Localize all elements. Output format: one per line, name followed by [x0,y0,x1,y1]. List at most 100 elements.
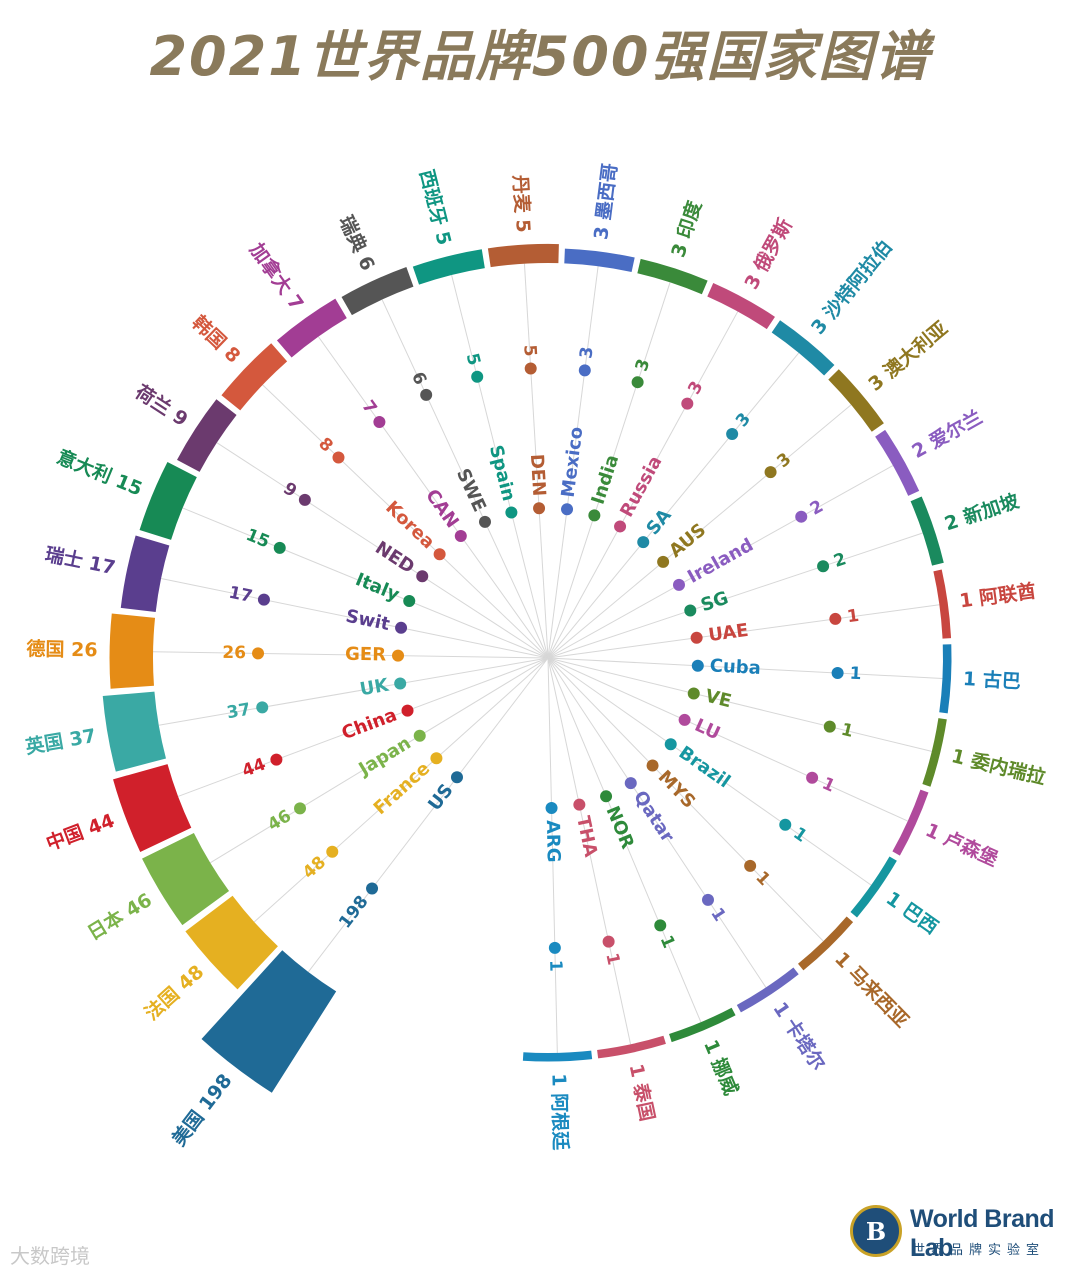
spoke-line [547,657,824,942]
value-dot-NOR [654,919,667,932]
bar-UK [102,691,166,772]
code-label-Mexico: Mexico [558,426,588,499]
bar-LU [892,789,929,856]
code-label-AUS: AUS [665,519,710,561]
value-dot-Brazil [779,818,792,831]
spoke-line [381,299,549,659]
code-dot-NOR [600,790,613,803]
code-label-MYS: MYS [654,766,700,812]
value-dot-VE [823,720,836,733]
bar-SG [910,496,944,566]
bar-Qatar [736,967,799,1013]
value-label-SG: 2 [831,549,849,572]
wbl-badge-icon: B [850,1205,902,1257]
code-label-UK: UK [358,675,391,701]
value-dot-Ireland [795,510,808,523]
code-dot-Korea [433,548,446,561]
country-label-Swit: 瑞士 17 [43,542,117,579]
country-label-UAE: 1 阿联酋 [958,579,1037,612]
spoke-line [547,657,932,752]
value-dot-Korea [332,451,345,464]
code-label-US: US [424,780,457,815]
value-label-AUS: 3 [773,449,795,472]
value-label-Mexico: 3 [576,345,597,359]
bar-THA [597,1035,666,1059]
spoke-line [451,274,549,659]
bar-Swit [120,535,170,613]
code-dot-SWE [478,515,491,528]
value-dot-Russia [681,397,694,410]
value-label-Russia: 3 [684,378,707,398]
country-label-GER: 德国 26 [26,637,97,661]
bar-Spain [412,249,485,285]
value-dot-SG [817,560,830,573]
code-dot-ARG [545,801,558,814]
bar-CAN [276,298,347,358]
code-dot-UK [394,677,407,690]
value-label-Spain: 5 [462,351,484,367]
value-label-CAN: 7 [357,397,380,418]
value-dot-France [326,845,339,858]
value-label-THA: 1 [601,951,623,967]
value-dot-China [270,753,283,766]
code-dot-GER [392,649,405,662]
spoke-line [547,657,632,1045]
country-label-India: 3 印度 [666,197,706,260]
country-label-Qatar: 1 卡塔尔 [768,998,830,1075]
country-label-France: 法国 48 [140,960,208,1025]
code-label-UAE: UAE [707,620,750,646]
bar-Ireland [875,429,920,496]
spoke-line [547,404,852,659]
code-dot-VE [687,687,700,700]
country-label-US: 美国 198 [167,1069,236,1150]
bar-US [201,950,337,1093]
code-dot-Mexico [561,503,574,516]
code-dot-UAE [690,631,703,644]
spoke-line [547,657,558,1053]
value-dot-India [631,376,644,389]
value-label-US: 198 [335,892,372,932]
page-title: 2021世界品牌500强国家图谱 [149,25,931,88]
value-dot-UK [256,701,269,714]
value-label-NOR: 1 [656,933,679,952]
country-label-Italy: 意大利 15 [54,445,146,500]
bar-Russia [707,283,775,330]
code-label-Cuba: Cuba [709,655,761,679]
value-dot-Japan [294,802,307,815]
value-label-Brazil: 1 [789,823,810,846]
value-label-ARG: 1 [545,960,565,972]
code-dot-LU [678,713,691,726]
value-label-Swit: 17 [227,583,254,607]
value-dot-Spain [471,370,484,383]
bar-China [113,764,192,852]
value-label-DEN: 5 [519,344,540,357]
code-dot-AUS [657,555,670,568]
code-dot-MYS [646,759,659,772]
watermark-text: 大数跨境 [10,1244,90,1268]
value-label-Japan: 46 [264,806,295,835]
spoke-line [547,604,940,659]
bar-segments [102,243,952,1093]
code-dot-China [401,704,414,717]
value-dot-GER [252,647,265,660]
bar-MYS [798,916,854,971]
spoke-line [547,657,702,1023]
value-dot-NED [298,493,311,506]
spoke-line [253,657,549,923]
value-dot-Swit [257,593,270,606]
country-label-AUS: 3 澳大利亚 [864,317,952,396]
spoke-line [307,657,549,973]
spoke-line [547,532,923,659]
country-label-VE: 1 委内瑞拉 [949,744,1048,789]
bar-AUS [828,369,884,432]
value-label-China: 44 [239,754,268,781]
country-label-Japan: 日本 46 [83,888,156,945]
spoke-line [523,263,549,659]
code-dot-CAN [454,529,467,542]
bar-DEN [487,243,559,268]
value-dot-THA [602,935,615,948]
bar-Brazil [850,856,897,918]
spoke-line [177,657,549,797]
logo-mark: B [865,1217,887,1246]
value-label-Ireland: 2 [807,496,827,519]
